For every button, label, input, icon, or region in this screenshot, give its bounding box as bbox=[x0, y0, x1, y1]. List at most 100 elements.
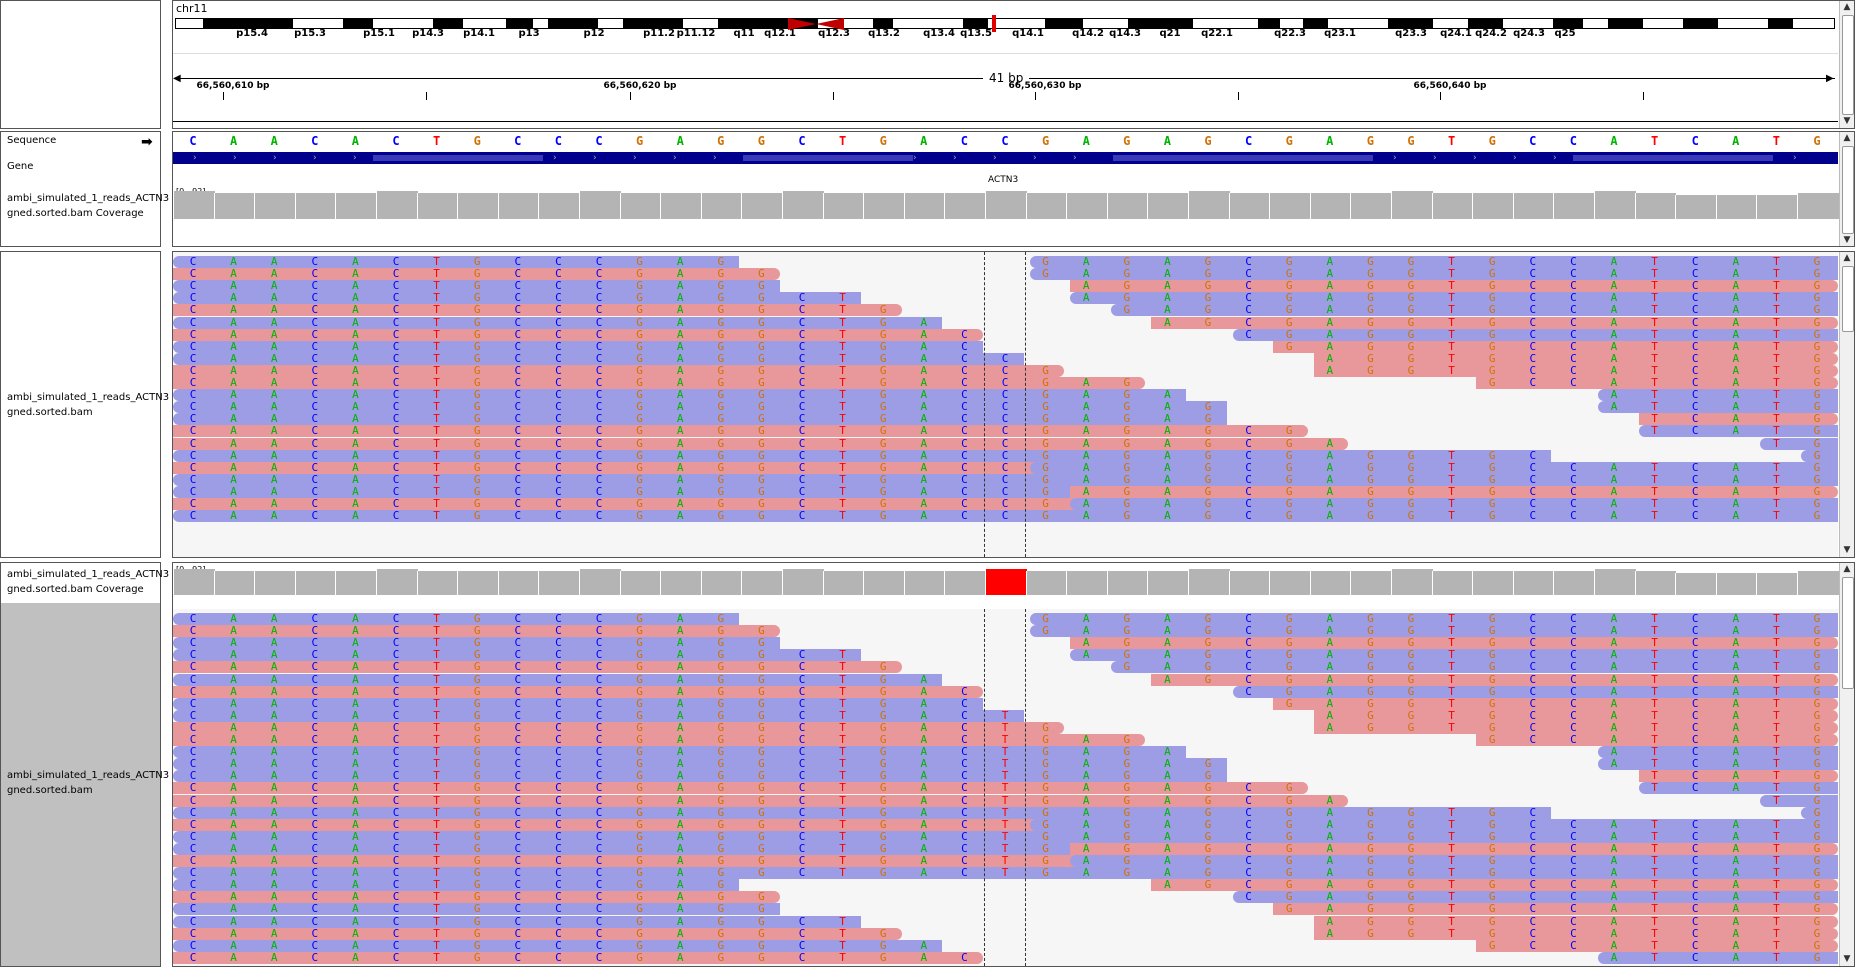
coverage-bar[interactable] bbox=[376, 569, 418, 595]
coverage-bar[interactable] bbox=[1472, 571, 1514, 595]
coverage-bar[interactable] bbox=[660, 193, 702, 219]
coverage-bar[interactable] bbox=[294, 571, 337, 595]
coverage-bar[interactable] bbox=[457, 193, 499, 219]
coverage-bar[interactable] bbox=[1147, 571, 1189, 595]
coverage-bar[interactable] bbox=[1350, 571, 1392, 595]
coverage-bar[interactable] bbox=[1756, 195, 1798, 219]
coverage-bar[interactable] bbox=[376, 191, 418, 219]
coverage-bar[interactable] bbox=[782, 191, 824, 219]
sequence-track-label[interactable]: Sequence bbox=[7, 135, 57, 146]
coverage-bar[interactable] bbox=[822, 193, 865, 219]
chromosome-ideogram[interactable]: p15.4 p15.3 p15.1 p14.3 p14.1 p13 p12 p11.2 p11.… bbox=[173, 1, 1838, 46]
coverage-bar[interactable] bbox=[660, 571, 702, 595]
coverage-bar[interactable] bbox=[985, 191, 1027, 219]
coverage-bar[interactable] bbox=[1188, 191, 1230, 219]
coverage-bar[interactable] bbox=[903, 571, 946, 595]
coverage-bar[interactable] bbox=[1106, 571, 1149, 595]
coverage-bar[interactable] bbox=[1025, 571, 1068, 595]
coverage-bar[interactable] bbox=[213, 571, 256, 595]
coverage-bar[interactable] bbox=[457, 571, 499, 595]
coverage-bar[interactable] bbox=[1472, 193, 1514, 219]
coverage-bar[interactable] bbox=[538, 571, 580, 595]
coverage-bar[interactable] bbox=[1634, 571, 1677, 595]
alignment-scrollbar-1[interactable]: ▲ ▼ bbox=[1839, 252, 1854, 557]
coverage-bar[interactable] bbox=[1188, 569, 1230, 595]
coverage-bar[interactable] bbox=[1797, 571, 1839, 595]
coverage2-track-label-1[interactable]: ambi_simulated_1_reads_ACTN3 bbox=[7, 569, 170, 580]
coverage-bar[interactable] bbox=[335, 571, 377, 595]
coverage-bar[interactable] bbox=[335, 193, 377, 219]
coverage-bar[interactable] bbox=[1147, 193, 1189, 219]
coverage-bar[interactable] bbox=[1715, 195, 1758, 219]
coverage-bar[interactable] bbox=[1634, 193, 1677, 219]
coverage-bar[interactable] bbox=[1431, 571, 1474, 595]
coverage-bar[interactable] bbox=[1228, 571, 1271, 595]
coverage-bar[interactable] bbox=[497, 193, 540, 219]
coverage-bar[interactable] bbox=[173, 569, 215, 595]
coverage-bar[interactable] bbox=[1594, 569, 1636, 595]
coverage-bar[interactable] bbox=[1512, 571, 1555, 595]
coverage-bar[interactable] bbox=[1675, 573, 1717, 595]
coverage-bar[interactable] bbox=[944, 571, 986, 595]
coverage-bar[interactable] bbox=[1269, 571, 1311, 595]
gene-track-label[interactable]: Gene bbox=[7, 161, 34, 172]
coverage-bar[interactable] bbox=[1309, 571, 1352, 595]
coverage-bar[interactable] bbox=[619, 571, 662, 595]
coverage-bar[interactable] bbox=[1269, 193, 1311, 219]
coverage-bar[interactable] bbox=[1066, 193, 1108, 219]
coverage-bar[interactable] bbox=[416, 571, 459, 595]
coverage-bar[interactable] bbox=[700, 571, 743, 595]
coverage-bar[interactable] bbox=[1025, 193, 1068, 219]
coverage-bar[interactable] bbox=[822, 571, 865, 595]
coverage-bar[interactable] bbox=[1512, 193, 1555, 219]
aligned-read[interactable]: G bbox=[1801, 449, 1838, 462]
coverage-track-label-2[interactable]: gned.sorted.bam Coverage bbox=[7, 208, 144, 219]
coverage-bar[interactable] bbox=[1553, 193, 1595, 219]
